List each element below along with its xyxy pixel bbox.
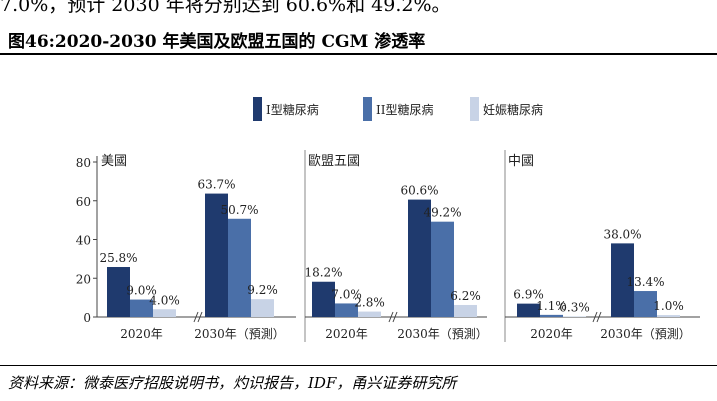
- bar: [454, 304, 477, 317]
- y-tick-label: 60: [76, 195, 91, 209]
- y-tick-label: 0: [83, 311, 91, 325]
- axis-break-mark: [592, 311, 598, 323]
- bar: [408, 199, 431, 317]
- bar: [358, 311, 381, 317]
- intro-text: 7.0%，预计 2030 年将分别达到 60.6%和 49.2%。: [0, 0, 451, 16]
- data-label: 1.0%: [653, 299, 684, 313]
- bar: [563, 316, 586, 317]
- legend-label: II型糖尿病: [376, 102, 433, 117]
- bar: [251, 299, 274, 317]
- bar: [130, 299, 153, 317]
- bar: [312, 281, 335, 317]
- axis-break-mark: [596, 311, 602, 323]
- bar: [517, 303, 540, 317]
- title-rule: [0, 53, 717, 55]
- source-rule: [0, 365, 717, 366]
- x-category-label: 2020年: [120, 327, 163, 341]
- data-label: 6.2%: [450, 289, 481, 303]
- data-label: 18.2%: [304, 266, 342, 280]
- data-label: 50.7%: [220, 203, 258, 217]
- legend-swatch: [253, 97, 262, 121]
- data-label: 25.8%: [99, 251, 137, 265]
- axis-break-mark: [197, 311, 203, 323]
- bar: [153, 309, 176, 317]
- data-label: 0.3%: [559, 300, 590, 314]
- bar: [335, 303, 358, 317]
- data-label: 63.7%: [197, 178, 235, 192]
- bar: [634, 291, 657, 317]
- figure-title: 图46:2020-2030 年美国及欧盟五国的 CGM 渗透率: [8, 32, 426, 52]
- x-category-label: 2030年（預測）: [397, 327, 488, 341]
- y-tick-label: 40: [76, 234, 91, 248]
- legend-swatch: [363, 97, 372, 121]
- data-label: 1.1%: [536, 299, 567, 313]
- data-label: 7.0%: [331, 287, 362, 301]
- legend-label: 妊娠糖尿病: [483, 102, 543, 117]
- data-label: 6.9%: [513, 288, 544, 302]
- source-note: 资料来源：微泰医疗招股说明书，灼识报告，IDF，甬兴证券研究所: [8, 374, 457, 392]
- bar: [431, 221, 454, 317]
- data-label: 60.6%: [400, 184, 438, 198]
- data-label: 4.0%: [149, 293, 180, 307]
- panel-title: 歐盟五國: [308, 154, 360, 169]
- panel-title: 美國: [101, 154, 127, 169]
- y-tick-label: 20: [76, 272, 91, 286]
- bar: [540, 314, 563, 317]
- cgm-penetration-chart: I型糖尿病 II型糖尿病 妊娠糖尿病 0 20 40 60 80 美國 25.8% 9.0%4.0%…: [76, 97, 700, 342]
- x-category-label: 2020年: [325, 327, 368, 341]
- axis-break-mark: [392, 311, 398, 323]
- axis-break-mark: [388, 311, 394, 323]
- data-label: 2.8%: [354, 296, 385, 310]
- data-label: 9.2%: [247, 283, 278, 297]
- x-category-label: 2020年: [530, 327, 573, 341]
- data-label: 13.4%: [626, 275, 664, 289]
- bar: [205, 193, 228, 317]
- axis-break-mark: [193, 311, 199, 323]
- y-tick-label: 80: [76, 156, 91, 170]
- bar: [228, 218, 251, 317]
- legend-swatch: [470, 97, 479, 121]
- x-category-label: 2030年（預測）: [194, 327, 285, 341]
- x-category-label: 2030年（預測）: [600, 327, 691, 341]
- data-label: 9.0%: [126, 284, 157, 298]
- bar: [657, 315, 680, 317]
- bar: [107, 267, 130, 317]
- bar: [611, 243, 634, 317]
- data-label: 38.0%: [603, 227, 641, 241]
- data-label: 49.2%: [423, 206, 461, 220]
- panel-title: 中國: [508, 154, 534, 169]
- legend-label: I型糖尿病: [266, 102, 319, 117]
